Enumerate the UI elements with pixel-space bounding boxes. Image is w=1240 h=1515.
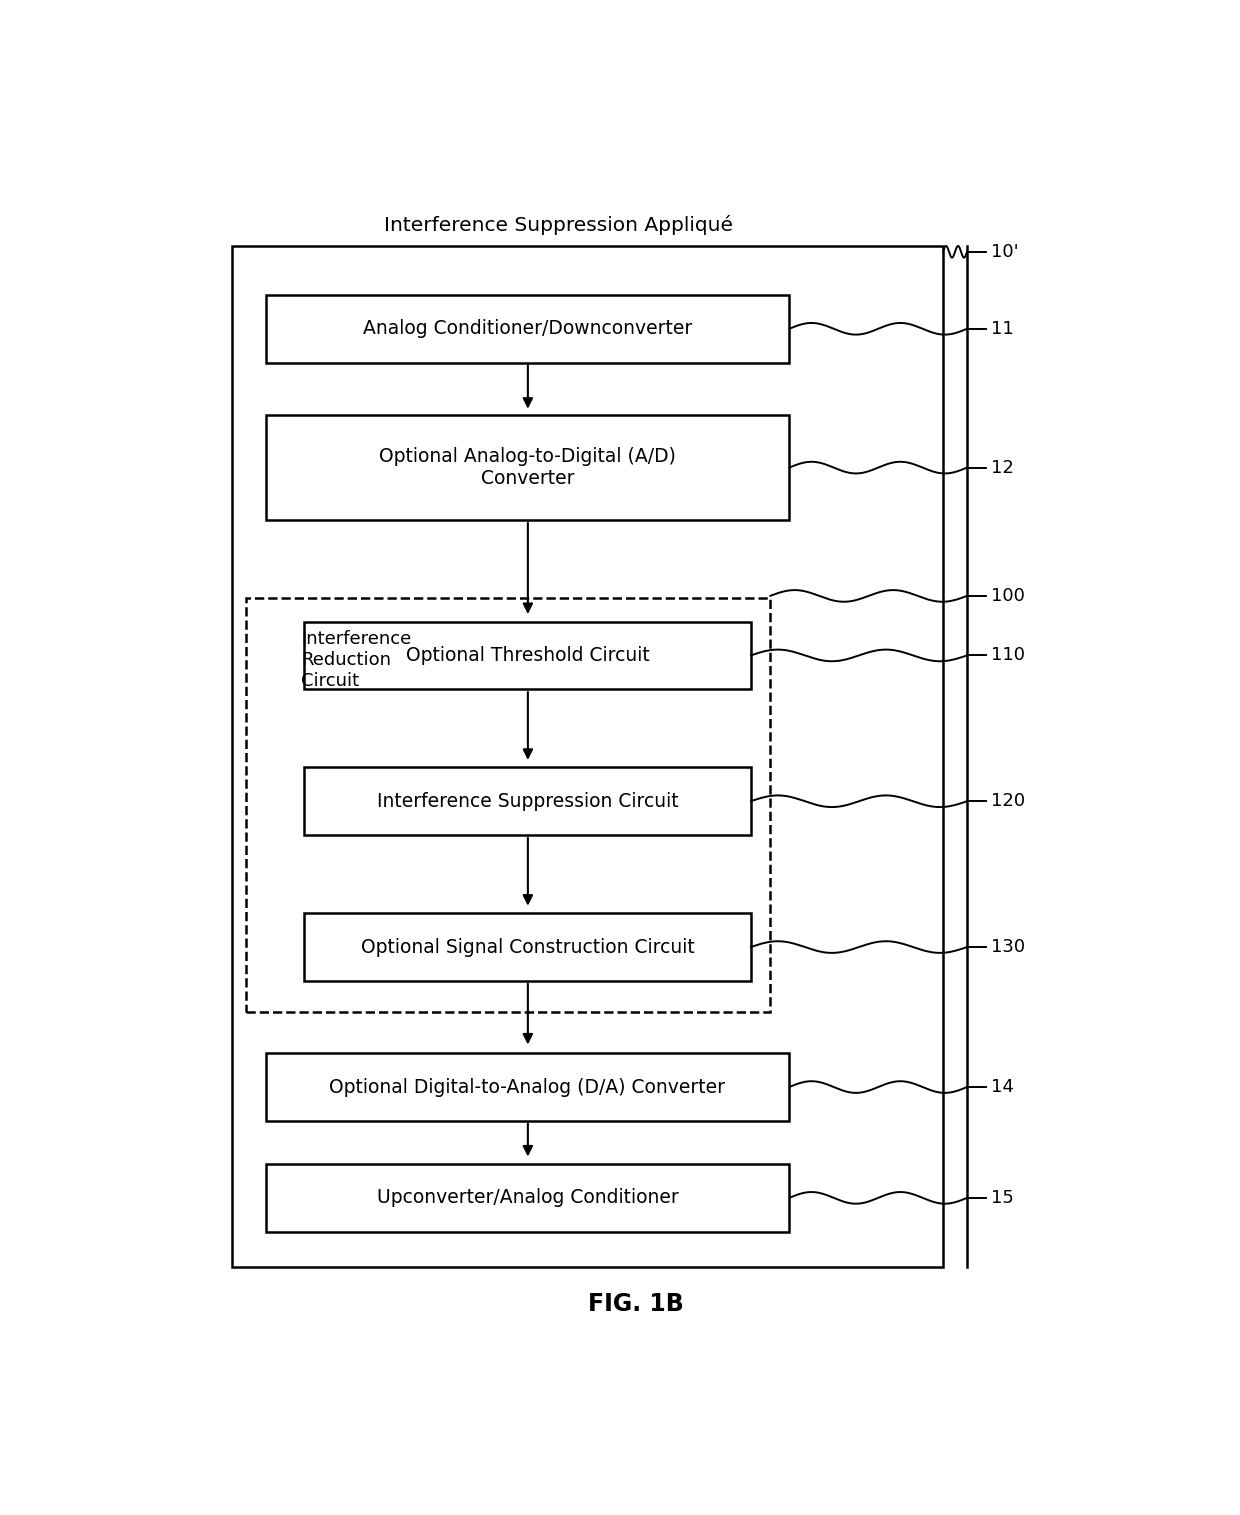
Text: Optional Threshold Circuit: Optional Threshold Circuit [405, 645, 650, 665]
Text: FIG. 1B: FIG. 1B [588, 1292, 683, 1317]
Text: Optional Digital-to-Analog (D/A) Converter: Optional Digital-to-Analog (D/A) Convert… [330, 1077, 725, 1097]
Bar [265, 295, 789, 362]
Text: 14: 14 [991, 1079, 1014, 1095]
Text: Upconverter/Analog Conditioner: Upconverter/Analog Conditioner [377, 1188, 678, 1207]
Bar [304, 768, 750, 835]
Bar [304, 621, 750, 689]
Text: Analog Conditioner/Downconverter: Analog Conditioner/Downconverter [363, 320, 692, 338]
Bar [232, 245, 942, 1267]
Text: Optional Signal Construction Circuit: Optional Signal Construction Circuit [361, 938, 694, 956]
Text: 130: 130 [991, 938, 1025, 956]
Bar [265, 415, 789, 520]
Bar [304, 914, 750, 980]
Bar [247, 598, 770, 1012]
Text: 15: 15 [991, 1189, 1014, 1207]
Text: Optional Analog-to-Digital (A/D)
Converter: Optional Analog-to-Digital (A/D) Convert… [379, 447, 676, 488]
Text: 11: 11 [991, 320, 1014, 338]
Text: 100: 100 [991, 586, 1025, 604]
Text: Interference Suppression Circuit: Interference Suppression Circuit [377, 792, 678, 811]
Text: 12: 12 [991, 459, 1014, 477]
Text: 10': 10' [991, 242, 1019, 261]
Text: Interference
Reduction
Circuit: Interference Reduction Circuit [301, 630, 412, 689]
Bar [265, 1053, 789, 1121]
Bar [265, 1164, 789, 1232]
Text: Interference Suppression Appliqué: Interference Suppression Appliqué [384, 215, 733, 235]
Text: 120: 120 [991, 792, 1025, 811]
Text: 110: 110 [991, 647, 1025, 665]
